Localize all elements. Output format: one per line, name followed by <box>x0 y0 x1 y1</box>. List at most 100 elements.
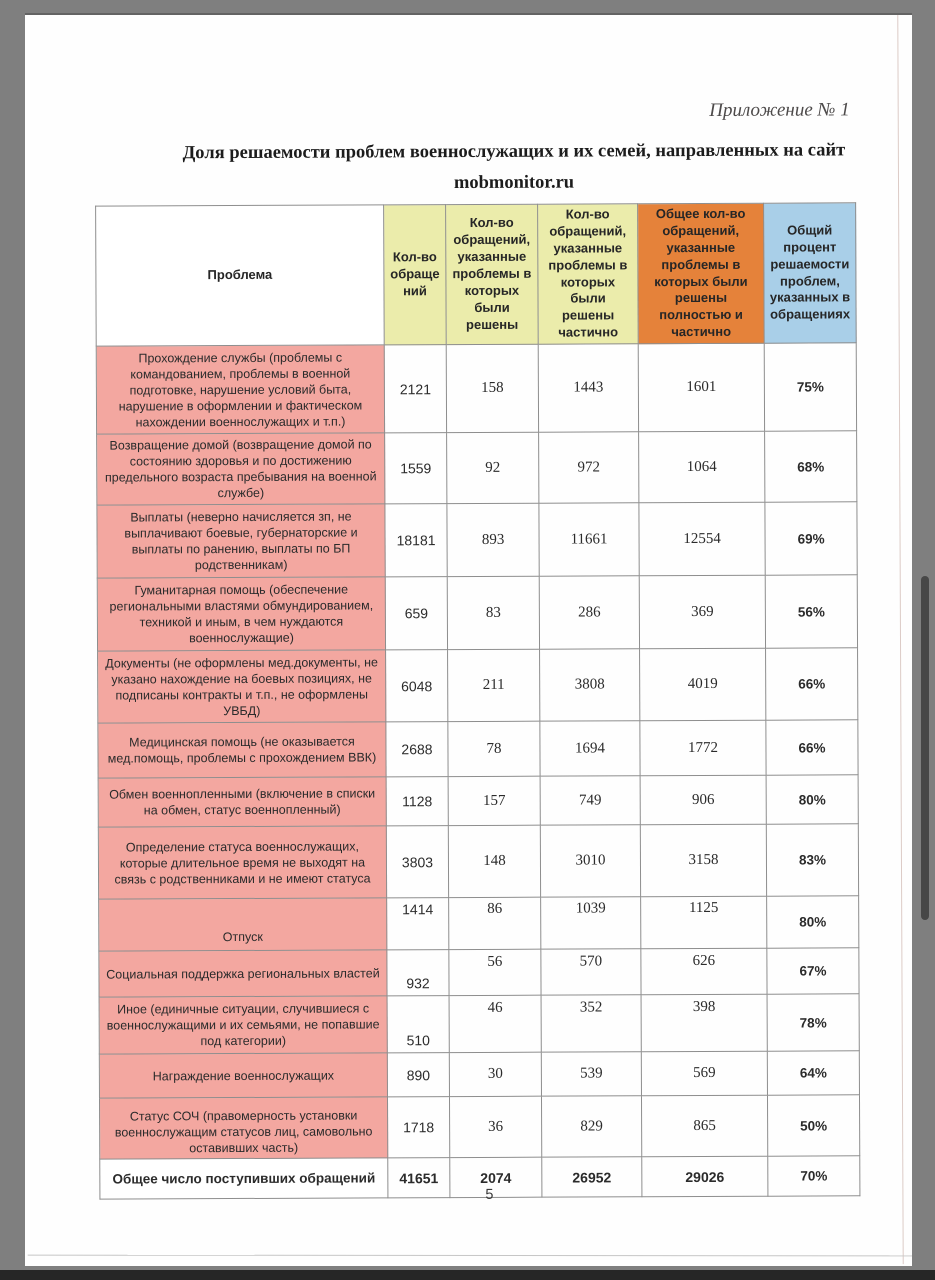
table-row: Возвращение домой (возвращение домой по … <box>96 430 857 506</box>
cell-percent: 78% <box>767 993 860 1052</box>
cell-solved: 30 <box>449 1052 542 1097</box>
cell-solved: 893 <box>446 503 540 577</box>
problems-table: Проблема Кол-во обраще ний Кол-во обращени… <box>95 202 860 1200</box>
cell-solved: 211 <box>447 649 540 722</box>
cell-solved: 157 <box>448 776 541 826</box>
table-row: Статус СОЧ (правомерность установки воен… <box>99 1094 860 1160</box>
cell-total: 2121 <box>384 344 447 433</box>
cell-problem: Медицинская помощь (не оказывается мед.п… <box>97 721 387 779</box>
table-row: Гуманитарная помощь (обеспечение региона… <box>97 574 858 652</box>
column-header-4: Кол-во обращений, указанные проблемы в к… <box>537 203 639 345</box>
cell-solved: 2074 <box>449 1157 542 1198</box>
cell-partial: 3808 <box>539 648 640 722</box>
cell-partial: 570 <box>540 948 642 996</box>
cell-solved: 92 <box>446 432 539 504</box>
cell-combined: 906 <box>640 775 767 825</box>
cell-partial: 352 <box>541 994 642 1053</box>
cell-problem: Возвращение домой (возвращение домой по … <box>96 432 385 506</box>
table-row: Определение статуса военнослужащих, кото… <box>98 823 859 900</box>
table-row: Социальная поддержка региональных власте… <box>98 947 860 998</box>
cell-percent: 67% <box>766 947 860 995</box>
cell-percent: 56% <box>765 574 858 649</box>
cell-combined: 1601 <box>638 343 765 432</box>
cell-solved: 46 <box>449 995 542 1053</box>
cell-percent: 80% <box>766 774 859 825</box>
cell-total: 2688 <box>385 721 449 777</box>
cell-problem: Награждение военнослужащих <box>99 1052 388 1099</box>
cell-partial: 1039 <box>540 896 641 950</box>
cell-problem: Обмен военнопленными (включение в списки… <box>98 776 387 828</box>
cell-partial: 286 <box>539 575 640 650</box>
cell-combined: 1064 <box>638 431 765 503</box>
cell-combined: 569 <box>641 1051 768 1096</box>
table-row: Выплаты (неверно начисляется зп, не выпл… <box>96 501 858 579</box>
cell-partial: 1694 <box>539 720 641 777</box>
cell-percent: 66% <box>765 647 858 721</box>
appendix-annotation: Приложение № 1 <box>709 99 850 121</box>
cell-partial: 539 <box>541 1051 642 1097</box>
cell-combined: 1125 <box>640 896 767 949</box>
cell-percent: 75% <box>764 342 857 432</box>
table-row: Иное (единичные ситуации, случившиеся с … <box>99 993 860 1055</box>
cell-problem: Прохождение службы (проблемы с командова… <box>96 344 385 435</box>
cell-combined: 4019 <box>639 648 766 721</box>
cell-total: 1128 <box>386 776 449 826</box>
cell-solved: 148 <box>448 825 541 898</box>
cell-percent: 50% <box>767 1094 860 1157</box>
cell-percent: 80% <box>766 895 859 949</box>
cell-total: 659 <box>385 576 448 650</box>
cell-partial: 26952 <box>541 1156 642 1198</box>
cell-combined: 626 <box>640 948 768 995</box>
cell-total: 1559 <box>384 432 447 504</box>
scanned-page-content: Приложение № 1 Доля решаемости проблем в… <box>25 15 912 1266</box>
cell-problem: Статус СОЧ (правомерность установки воен… <box>99 1096 388 1160</box>
cell-solved: 83 <box>447 576 540 650</box>
cell-solved: 78 <box>447 721 541 777</box>
cell-total: 1718 <box>387 1096 450 1158</box>
table-row: Отпуск 1414 86 1039 1125 80% <box>98 895 859 952</box>
cell-total: 1414 <box>386 897 449 950</box>
cell-percent: 64% <box>767 1050 860 1096</box>
cell-total: 6048 <box>385 649 448 722</box>
scan-bottom-edge-line <box>27 1254 912 1257</box>
cell-total: 41651 <box>387 1157 450 1198</box>
cell-problem: Общее число поступивших обращений <box>99 1157 388 1200</box>
cell-partial: 1443 <box>538 343 639 433</box>
cell-percent: 66% <box>765 719 859 776</box>
cell-problem: Документы (не оформлены мед.документы, н… <box>97 649 386 724</box>
scrollbar-thumb[interactable] <box>921 576 929 920</box>
table-header-row: Проблема Кол-во обраще ний Кол-во обращени… <box>95 202 857 347</box>
cell-percent: 69% <box>764 501 858 576</box>
viewer-bottom-bar <box>0 1270 935 1280</box>
cell-combined: 3158 <box>640 824 767 897</box>
cell-percent: 83% <box>766 823 859 897</box>
table-row: Награждение военнослужащих 890 30 539 569 64% <box>99 1050 860 1099</box>
cell-problem: Гуманитарная помощь (обеспечение региона… <box>97 576 386 652</box>
table-row: Прохождение службы (проблемы с командова… <box>96 342 857 435</box>
cell-partial: 829 <box>541 1095 642 1158</box>
cell-partial: 972 <box>538 431 639 504</box>
cell-problem: Отпуск <box>98 897 387 952</box>
cell-problem: Социальная поддержка региональных власте… <box>98 949 388 998</box>
cell-problem: Выплаты (неверно начисляется зп, не выпл… <box>96 503 386 579</box>
cell-solved: 56 <box>448 949 542 996</box>
cell-total: 3803 <box>386 825 449 898</box>
cell-partial: 749 <box>540 775 641 826</box>
table-row: Обмен военнопленными (включение в списки… <box>98 774 859 828</box>
cell-solved: 158 <box>446 344 539 433</box>
document-title-text: Доля решаемости проблем военнослужащих и… <box>182 140 846 164</box>
cell-problem: Определение статуса военнослужащих, кото… <box>98 825 387 900</box>
cell-solved: 86 <box>448 897 541 950</box>
cell-total: 18181 <box>384 503 448 577</box>
column-header-1: Проблема <box>95 204 385 347</box>
cell-combined: 369 <box>639 575 766 649</box>
cell-total: 890 <box>387 1052 450 1097</box>
cell-combined: 1772 <box>639 720 767 776</box>
document-page: Приложение № 1 Доля решаемости проблем в… <box>25 13 912 1266</box>
column-header-2: Кол-во обраще ний <box>383 204 447 345</box>
cell-percent: 70% <box>767 1155 860 1197</box>
cell-partial: 3010 <box>540 824 641 898</box>
page-number: 5 <box>485 1186 494 1203</box>
cell-combined: 398 <box>641 994 768 1052</box>
